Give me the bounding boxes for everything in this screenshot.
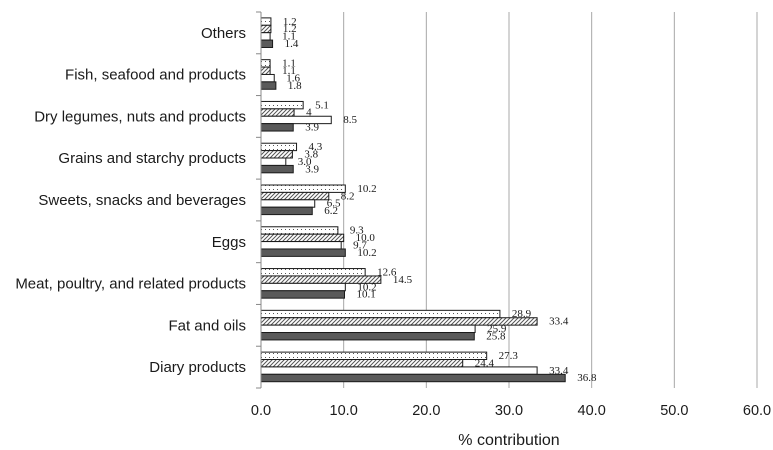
bar [260, 81, 277, 90]
bar [260, 351, 488, 361]
bar [260, 184, 346, 193]
bar [260, 290, 345, 299]
bar [260, 164, 294, 174]
bar [260, 108, 295, 117]
category-label: Meat, poultry, and related products [15, 276, 246, 293]
x-tick-label: 20.0 [412, 403, 440, 419]
x-tick-label: 30.0 [495, 403, 523, 419]
bar [260, 199, 316, 208]
bar [260, 150, 293, 159]
data-label: 12.6 [377, 266, 397, 278]
data-label: 36.8 [577, 372, 597, 384]
data-label: 5.1 [315, 99, 329, 111]
bar [260, 66, 271, 75]
data-label: 3.9 [305, 122, 319, 134]
data-label: 8.5 [343, 114, 357, 126]
data-label: 33.4 [549, 316, 569, 328]
bar [260, 59, 271, 68]
x-tick-label: 10.0 [330, 403, 358, 419]
data-label: 10.2 [357, 183, 376, 195]
category-label: Fish, seafood and products [65, 67, 246, 84]
data-label: 28.9 [512, 308, 532, 320]
data-label: 27.3 [499, 350, 519, 362]
bar [260, 366, 538, 375]
data-label: 33.4 [549, 365, 569, 377]
data-label: 1.4 [285, 38, 299, 50]
bar [260, 142, 298, 152]
bars [260, 17, 566, 383]
data-label: 3.8 [304, 149, 318, 161]
data-label: 14.5 [393, 274, 413, 286]
data-label: 10.2 [357, 247, 376, 259]
bar [260, 233, 345, 243]
bar [260, 157, 287, 166]
bar [260, 248, 346, 257]
bar [260, 32, 271, 41]
x-tick-label: 60.0 [743, 403, 771, 419]
category-label: Eggs [212, 234, 246, 251]
bar [260, 24, 272, 34]
data-label: 9.3 [350, 225, 364, 237]
bar [260, 73, 275, 83]
bar [260, 332, 475, 341]
bar [260, 191, 330, 201]
axes: 0.0 10.0 20.0 30.0 40.0 50.0 60.0 [251, 11, 771, 419]
category-label: Fat and oils [168, 317, 246, 334]
data-label: 1.1 [282, 58, 296, 70]
data-label: 6.5 [327, 198, 341, 210]
category-label: Dry legumes, nuts and products [34, 108, 246, 125]
bar [260, 309, 501, 319]
labels: Diary products 27.3 24.4 33.4 36.8 Fat and oi… [15, 16, 597, 384]
data-label: 4.3 [309, 141, 323, 153]
category-label: Grains and starchy products [58, 150, 246, 167]
bar [260, 100, 304, 110]
bar [260, 282, 346, 292]
bar [260, 373, 566, 383]
x-tick-label: 50.0 [660, 403, 688, 419]
data-label: 9.7 [353, 239, 367, 251]
category-label: Diary products [149, 359, 246, 376]
bar [260, 206, 313, 216]
data-label: 1.8 [288, 80, 302, 92]
data-label: 1.2 [283, 16, 297, 28]
x-axis-title: % contribution [458, 432, 559, 449]
data-label: 1.1 [282, 65, 296, 77]
bar [260, 226, 339, 235]
bar [260, 359, 464, 368]
data-label: 3.9 [305, 163, 319, 175]
bar [260, 39, 274, 48]
x-tick-label: 0.0 [251, 403, 271, 419]
bar [260, 115, 332, 125]
category-label: Sweets, snacks and beverages [38, 192, 246, 209]
bar [260, 17, 272, 26]
data-label: 10.0 [356, 232, 376, 244]
data-label: 1.1 [282, 31, 296, 43]
data-label: 10.2 [357, 281, 376, 293]
data-label: 10.1 [356, 289, 375, 301]
data-label: 4 [306, 107, 312, 119]
category-label: Others [201, 25, 246, 42]
bar [260, 268, 366, 277]
data-label: 3.0 [298, 156, 312, 168]
bar [260, 123, 294, 132]
bar [260, 241, 342, 250]
data-label: 25.8 [486, 330, 506, 342]
data-label: 1.6 [286, 72, 300, 84]
data-label: 25.9 [487, 323, 507, 335]
data-label: 24.4 [475, 357, 495, 369]
data-label: 8.2 [341, 190, 355, 202]
bar [260, 324, 476, 334]
x-tick-label: 40.0 [578, 403, 606, 419]
data-label: 1.2 [283, 23, 297, 35]
data-label: 6.2 [324, 205, 338, 217]
